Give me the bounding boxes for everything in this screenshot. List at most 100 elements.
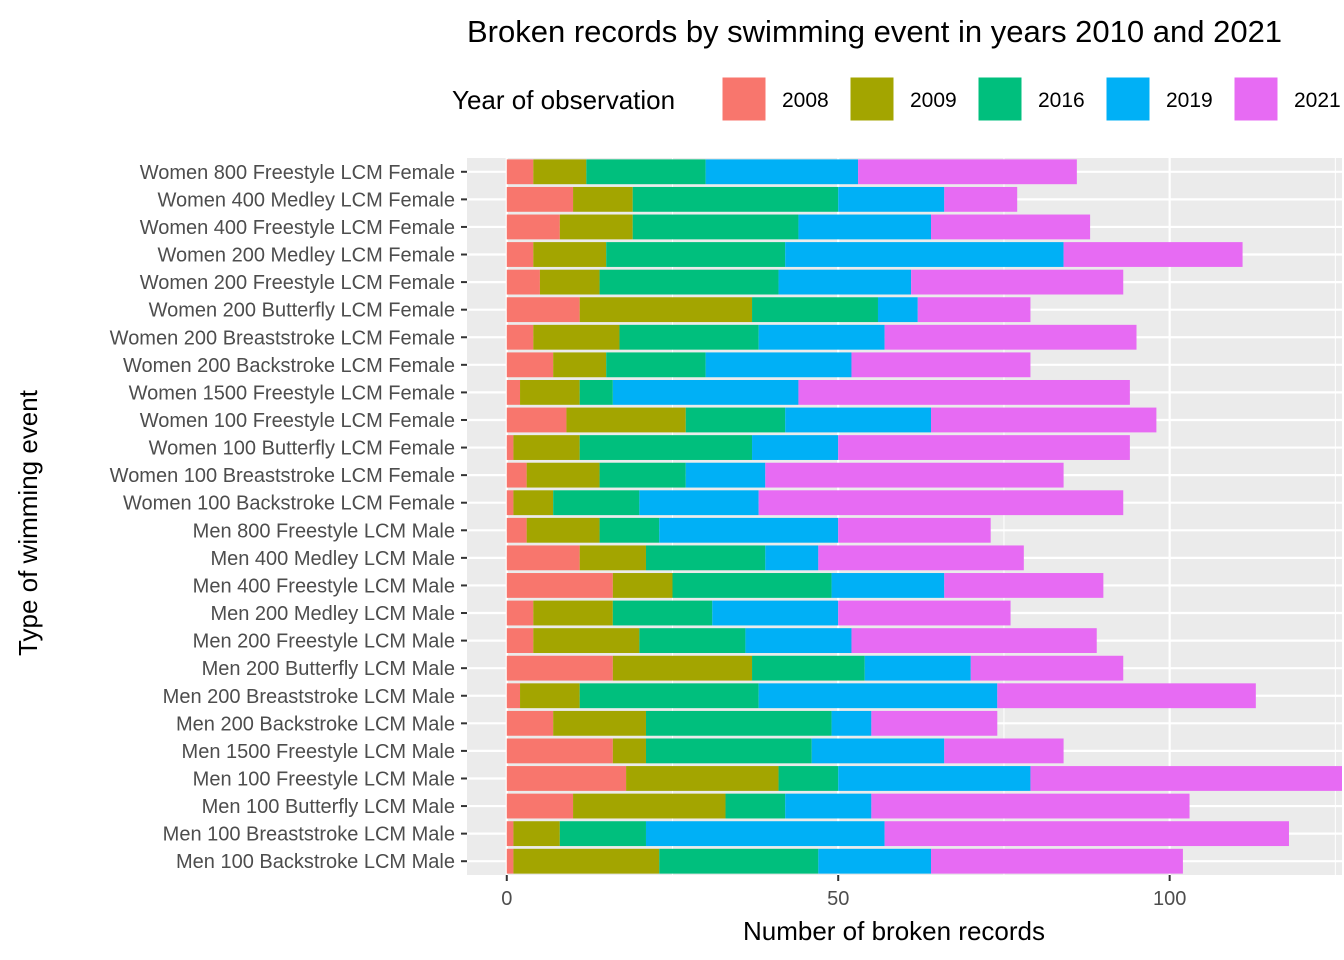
bar-segment-2009 — [559, 214, 633, 240]
bar-segment-2009 — [533, 242, 607, 267]
bar-segment-2016 — [672, 573, 832, 598]
bar-segment-2021 — [931, 407, 1157, 433]
bar-segment-2021 — [765, 462, 1064, 488]
bar-segment-2021 — [944, 738, 1064, 764]
x-axis-title: Number of broken records — [743, 916, 1045, 946]
bar-segment-2021 — [838, 517, 991, 543]
bar-segment-2009 — [566, 407, 686, 433]
bar-segment-2019 — [831, 710, 872, 736]
legend-items: 2008 2009 2016 2019 2021 — [721, 76, 1341, 122]
bar-segment-2008 — [506, 269, 540, 295]
bar-segment-2009 — [520, 683, 580, 709]
bar-segment-2021 — [884, 821, 1289, 847]
bar-segment-2019 — [685, 462, 766, 488]
bar-segment-2009 — [553, 710, 646, 736]
bar-segment-2009 — [612, 655, 753, 681]
bar-segment-2016 — [553, 490, 640, 516]
legend-swatch-2019 — [1105, 76, 1151, 122]
y-tick-label: Women 1500 Freestyle LCM Female — [129, 382, 455, 404]
bar-segment-2009 — [533, 324, 620, 350]
y-tick-label: Men 400 Freestyle LCM Male — [193, 575, 455, 597]
bar-segment-2016 — [612, 600, 713, 626]
bar-segment-2016 — [579, 379, 613, 405]
bar-segment-2008 — [506, 600, 534, 626]
bar-segment-2019 — [811, 738, 945, 764]
bar-segment-2021 — [1030, 766, 1342, 791]
x-axis-ticks: 0 50 100 — [501, 875, 1186, 910]
legend-swatch-2008 — [721, 76, 767, 122]
x-tick-label: 50 — [827, 888, 849, 910]
bar-segment-2008 — [506, 490, 514, 516]
y-tick-label: Women 800 Freestyle LCM Female — [140, 162, 455, 184]
bar-segment-2021 — [997, 683, 1256, 709]
bar-segment-2008 — [506, 766, 627, 791]
bar-segment-2008 — [506, 159, 534, 185]
bar-segment-2009 — [533, 600, 613, 626]
bar-segment-2019 — [745, 628, 852, 654]
legend-label-2016: 2016 — [1038, 89, 1085, 112]
bar-segment-2016 — [606, 352, 706, 378]
y-tick-label: Women 200 Breaststroke LCM Female — [110, 327, 455, 349]
bar-segment-2016 — [599, 517, 660, 543]
bar-segment-2021 — [884, 324, 1137, 350]
bar-segment-2019 — [645, 821, 885, 847]
bar-segment-2008 — [506, 655, 613, 681]
bar-segment-2019 — [612, 379, 799, 405]
bar-segment-2016 — [645, 545, 766, 571]
bar-segment-2016 — [778, 766, 839, 791]
y-tick-label: Men 200 Medley LCM Male — [210, 603, 455, 625]
bar-segment-2021 — [838, 600, 1011, 626]
bar-segment-2009 — [579, 545, 646, 571]
legend-label-2008: 2008 — [782, 89, 829, 112]
bar-segment-2008 — [506, 821, 514, 847]
bar-segment-2008 — [506, 352, 554, 378]
bar-segment-2016 — [752, 297, 878, 323]
bar-segment-2019 — [838, 766, 1031, 791]
bar-segment-2019 — [785, 407, 932, 433]
bar-segment-2021 — [931, 214, 1091, 240]
bar-segment-2016 — [632, 214, 799, 240]
bar-segment-2009 — [533, 628, 640, 654]
y-axis-title: Type of wimming event — [13, 389, 43, 656]
y-tick-label: Women 100 Butterfly LCM Female — [149, 438, 455, 460]
bar-segment-2008 — [506, 517, 527, 543]
bar-segment-2016 — [619, 324, 759, 350]
bar-segment-2021 — [871, 710, 998, 736]
bar-segment-2009 — [513, 490, 554, 516]
bar-segment-2008 — [506, 242, 534, 267]
bar-segment-2009 — [579, 297, 753, 323]
y-tick-label: Men 200 Breaststroke LCM Male — [163, 686, 455, 708]
bar-segment-2021 — [931, 848, 1183, 874]
bar-segment-2009 — [526, 462, 600, 488]
bar-segment-2008 — [506, 214, 560, 240]
bar-segment-2016 — [632, 186, 839, 212]
bar-segment-2019 — [818, 848, 932, 874]
bar-segment-2019 — [838, 186, 945, 212]
bar-segment-2009 — [553, 352, 607, 378]
bar-segment-2016 — [606, 242, 786, 267]
bar-segment-2019 — [785, 793, 872, 819]
bar-segment-2009 — [539, 269, 600, 295]
bar-segment-2008 — [506, 628, 534, 654]
y-tick-label: Men 800 Freestyle LCM Male — [193, 520, 455, 542]
y-tick-label: Women 400 Medley LCM Female — [157, 189, 455, 211]
bar-segment-2019 — [877, 297, 918, 323]
bar-segment-2008 — [506, 462, 527, 488]
bar-segment-2016 — [599, 269, 779, 295]
bar-segment-2009 — [533, 159, 587, 185]
bar-segment-2021 — [798, 379, 1130, 405]
bar-segment-2019 — [705, 159, 859, 185]
bar-segment-2008 — [506, 186, 574, 212]
bar-segment-2016 — [599, 462, 686, 488]
bar-segment-2019 — [758, 683, 998, 709]
bar-segment-2008 — [506, 683, 521, 709]
y-tick-label: Men 400 Medley LCM Male — [210, 548, 455, 570]
legend-label-2009: 2009 — [910, 89, 957, 112]
bar-segment-2016 — [579, 435, 753, 460]
bar-segment-2021 — [818, 545, 1024, 571]
y-tick-label: Women 100 Breaststroke LCM Female — [110, 465, 455, 487]
y-tick-label: Women 200 Freestyle LCM Female — [140, 272, 455, 294]
bar-segment-2009 — [612, 573, 673, 598]
bar-segment-2019 — [864, 655, 971, 681]
